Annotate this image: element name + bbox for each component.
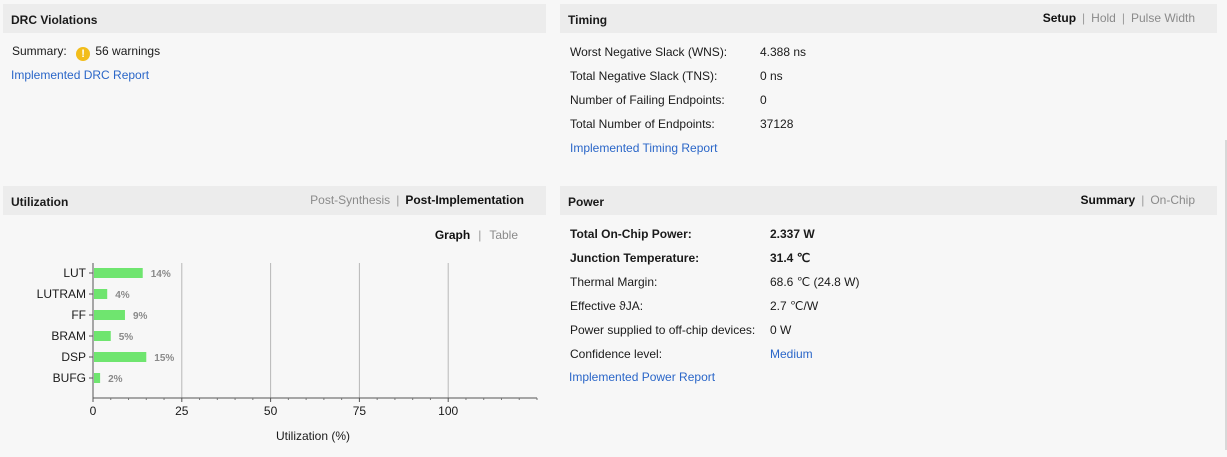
timing-row-label: Number of Failing Endpoints:: [570, 93, 725, 107]
category-label: LUTRAM: [37, 287, 86, 301]
timing-row-value: 0: [760, 93, 767, 107]
tab-post-implementation[interactable]: Post-Implementation: [405, 193, 524, 207]
tab-separator: |: [1082, 11, 1086, 25]
x-tick-label: 25: [175, 404, 189, 418]
utilization-panel-title: Utilization: [11, 195, 69, 209]
x-tick-label: 50: [264, 404, 278, 418]
power-row-value: 0 W: [770, 323, 792, 337]
drc-panel-title: DRC Violations: [11, 13, 98, 27]
timing-row-label: Total Number of Endpoints:: [570, 117, 715, 131]
drc-violations-panel: DRC Violations Summary: ! 56 warnings Im…: [3, 4, 546, 178]
power-row-label: Confidence level:: [570, 347, 663, 361]
category-label: FF: [71, 308, 86, 322]
power-row-confidence: Confidence level: Medium: [570, 347, 813, 361]
bar: [94, 352, 147, 362]
timing-row-value: 0 ns: [760, 69, 783, 83]
power-row-value: 31.4 ℃: [770, 251, 811, 265]
bar-value-label: 2%: [108, 374, 123, 385]
bar-value-label: 14%: [151, 269, 171, 280]
category-label: LUT: [63, 266, 86, 280]
x-tick-label: 0: [90, 404, 97, 418]
power-panel-header: Power Summary | On-Chip: [560, 186, 1217, 215]
tab-setup[interactable]: Setup: [1042, 11, 1077, 25]
power-row-label: Effective ϑJA:: [570, 299, 644, 313]
timing-report-link[interactable]: Implemented Timing Report: [570, 141, 718, 155]
bar: [94, 373, 101, 383]
x-tick-label: 75: [353, 404, 367, 418]
power-row-label: Total On-Chip Power:: [570, 227, 692, 241]
bar-value-label: 5%: [119, 332, 134, 343]
utilization-panel: Utilization Post-Synthesis | Post-Implemen…: [3, 186, 546, 454]
warning-icon: !: [76, 47, 91, 61]
power-row-total-on-chip: Total On-Chip Power: 2.337 W: [570, 227, 815, 241]
timing-row-label: Total Negative Slack (TNS):: [570, 69, 718, 83]
utilization-chart: 0 25 50 75 100 Utilization (%) LUT 14% LUTRAM 4% F…: [37, 263, 538, 443]
power-row-thermal-margin: Thermal Margin: 68.6 ℃ (24.8 W): [570, 275, 860, 289]
power-panel: Power Summary | On-Chip Total On-Chip Powe…: [560, 186, 1217, 454]
x-axis-label: Utilization (%): [276, 429, 350, 443]
power-row-effective-theta-ja: Effective ϑJA: 2.7 ℃/W: [570, 299, 818, 313]
timing-row-label: Worst Negative Slack (WNS):: [570, 45, 728, 59]
bar: [94, 310, 125, 320]
bar-value-label: 9%: [133, 311, 148, 322]
x-tick-label: 100: [438, 404, 458, 418]
confidence-level-link[interactable]: Medium: [770, 347, 813, 361]
timing-row-wns: Worst Negative Slack (WNS): 4.388 ns: [570, 45, 806, 59]
timing-row-total-endpoints: Total Number of Endpoints: 37128: [570, 117, 793, 131]
drc-warnings-count[interactable]: 56 warnings: [95, 44, 161, 58]
drc-summary: Summary: ! 56 warnings: [12, 44, 160, 61]
timing-panel: Timing Setup | Hold | Pulse Width Worst Nega…: [560, 4, 1217, 178]
category-label: BRAM: [51, 329, 86, 343]
tab-on-chip[interactable]: On-Chip: [1150, 193, 1195, 207]
timing-row-value: 37128: [760, 117, 794, 131]
bar-value-label: 15%: [154, 353, 174, 364]
timing-panel-header: Timing Setup | Hold | Pulse Width: [560, 4, 1217, 33]
power-row-label: Thermal Margin:: [570, 275, 658, 289]
utilization-view-tabs: Graph | Table: [435, 228, 518, 242]
timing-row-value: 4.388 ns: [760, 45, 807, 59]
bar: [94, 289, 108, 299]
tab-separator: |: [1121, 11, 1125, 25]
power-row-value: 2.7 ℃/W: [770, 299, 819, 313]
timing-row-tns: Total Negative Slack (TNS): 0 ns: [570, 69, 783, 83]
power-row-value: 2.337 W: [770, 227, 815, 241]
bar: [94, 268, 143, 278]
category-label: DSP: [61, 350, 86, 364]
power-row-label: Junction Temperature:: [570, 251, 700, 265]
power-row-junction-temp: Junction Temperature: 31.4 ℃: [570, 251, 810, 265]
power-tabs: Summary | On-Chip: [1080, 193, 1195, 207]
power-panel-title: Power: [568, 195, 605, 209]
timing-panel-title: Timing: [568, 13, 608, 27]
bar: [94, 331, 111, 341]
power-row-label: Power supplied to off-chip devices:: [570, 323, 756, 337]
tab-post-synthesis[interactable]: Post-Synthesis: [310, 193, 391, 207]
drc-report-link[interactable]: Implemented DRC Report: [11, 68, 150, 82]
utilization-tabs: Post-Synthesis | Post-Implementation: [310, 193, 524, 207]
tab-separator: |: [478, 228, 482, 242]
tab-hold[interactable]: Hold: [1091, 11, 1116, 25]
power-row-off-chip: Power supplied to off-chip devices: 0 W: [570, 323, 791, 337]
tab-graph[interactable]: Graph: [434, 228, 471, 242]
tab-separator: |: [1141, 193, 1145, 207]
bar-value-label: 4%: [115, 290, 130, 301]
category-label: BUFG: [53, 371, 86, 385]
tab-table[interactable]: Table: [489, 228, 518, 242]
utilization-panel-header: Utilization Post-Synthesis | Post-Implemen…: [3, 186, 546, 215]
power-report-link[interactable]: Implemented Power Report: [569, 370, 716, 384]
vertical-scrollbar[interactable]: [1225, 140, 1227, 450]
tab-separator: |: [396, 193, 400, 207]
tab-pulse-width[interactable]: Pulse Width: [1130, 11, 1195, 25]
tab-summary[interactable]: Summary: [1080, 193, 1136, 207]
drc-panel-header: DRC Violations: [3, 4, 546, 33]
timing-tabs: Setup | Hold | Pulse Width: [1043, 11, 1195, 25]
drc-summary-label: Summary:: [12, 44, 67, 58]
power-row-value: 68.6 ℃ (24.8 W): [770, 275, 860, 289]
timing-row-failing-endpoints: Number of Failing Endpoints: 0: [570, 93, 767, 107]
